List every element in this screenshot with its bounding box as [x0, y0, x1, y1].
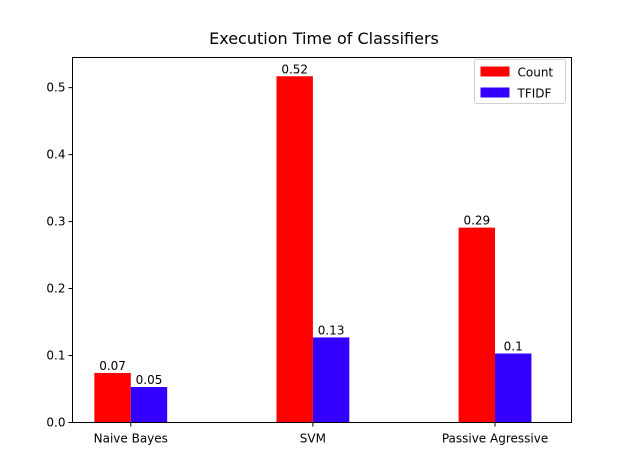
bar-tfidf-2 — [495, 353, 532, 423]
legend-label-count: Count — [518, 66, 554, 80]
bar-count-0 — [94, 372, 131, 423]
x-tick-label: SVM — [300, 432, 326, 446]
legend-label-tfidf: TFIDF — [517, 87, 552, 101]
x-tick-label: Naive Bayes — [94, 432, 168, 446]
data-label-count-2: 0.29 — [463, 214, 490, 228]
legend: Count TFIDF — [474, 59, 566, 104]
y-tick-label: 0.1 — [46, 349, 65, 363]
x-tick-label: Passive Agressive — [442, 432, 548, 446]
y-tick-label: 0.4 — [46, 148, 65, 162]
y-tick-label: 0.3 — [46, 215, 65, 229]
bar-tfidf-1 — [312, 337, 350, 423]
plot-frame — [72, 57, 572, 423]
data-label-count-1: 0.52 — [281, 62, 308, 76]
data-label-tfidf-2: 0.1 — [504, 340, 523, 354]
chart-title: Execution Time of Classifiers — [209, 29, 439, 48]
plot-area: 0.07 0.52 0.29 0.05 0.13 0.1 0.0 0.1 0.2 0.3 0.4 0.… — [46, 62, 548, 445]
legend-swatch-count — [480, 66, 510, 77]
data-label-tfidf-0: 0.05 — [136, 373, 163, 387]
data-label-tfidf-1: 0.13 — [318, 323, 345, 337]
data-label-count-0: 0.07 — [99, 359, 126, 373]
y-tick-label: 0.2 — [46, 282, 65, 296]
y-tick-label: 0.0 — [46, 416, 65, 430]
bar-count-2 — [458, 227, 496, 423]
legend-swatch-tfidf — [480, 87, 510, 98]
y-tick-label: 0.5 — [46, 81, 65, 95]
bar-tfidf-0 — [130, 387, 168, 423]
bar-count-1 — [276, 76, 313, 423]
